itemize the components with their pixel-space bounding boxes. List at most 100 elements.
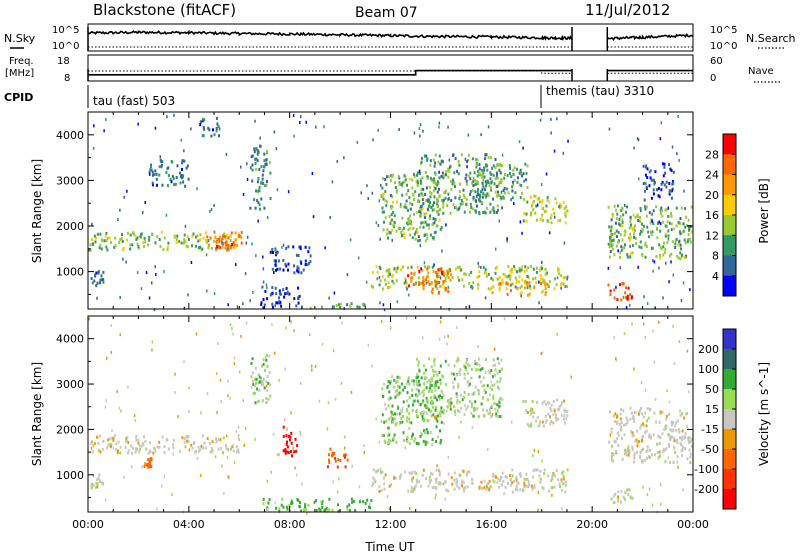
freq-line-0 [88,69,572,76]
velocity-scatter [134,419,136,423]
velocity-scatter [235,429,238,433]
power-cell [262,182,265,185]
velocity-cell [513,479,515,483]
velocity-cell [672,428,675,432]
power-cell [435,182,437,186]
power-cell [196,234,199,238]
power-cell [565,205,568,209]
velocity-scatter [118,406,121,410]
velocity-scatter [227,394,229,398]
velocity-scatter [299,430,301,434]
velocity-cell [564,483,567,487]
power-cell [485,206,488,210]
velocity-cell [647,454,650,458]
power-cell [483,271,486,275]
velocity-scatter [231,327,233,331]
velocity-cell [191,446,194,450]
power-cell [497,183,500,187]
power-cell [293,271,296,275]
velocity-cell [211,446,213,450]
power-colorbar-swatch [723,174,736,196]
velocity-cell [496,380,499,384]
velocity-cell [406,409,409,413]
power-cell [663,251,666,254]
power-cell [158,165,161,169]
velocity-cell [548,401,551,405]
velocity-cell [412,383,415,387]
power-cell [559,202,561,206]
power-scatter [122,257,124,261]
velocity-cell [231,445,234,449]
power-cell [251,168,254,172]
power-cell [669,167,672,171]
power-cell [411,178,414,182]
power-cell [532,208,535,212]
power-cell [401,181,404,185]
velocity-cell [463,391,466,394]
velocity-cell [378,490,381,493]
power-cell [450,273,452,277]
power-cell [217,124,220,128]
power-cell [386,175,388,179]
velocity-cell [528,483,531,487]
power-colorbar-tick-label: 20 [705,189,719,202]
power-cell [630,226,633,230]
velocity-cell [620,421,623,425]
power-cell [231,243,234,246]
velocity-scatter [120,409,122,413]
power-scatter [213,204,215,208]
power-cell [488,182,491,186]
power-colorbar-swatch [723,154,736,175]
power-cell [528,281,531,285]
velocity-cell [402,431,405,435]
velocity-cell [490,369,493,372]
velocity-colorbar-swatch [723,369,736,390]
power-cell [375,265,378,269]
power-scatter [408,293,410,297]
velocity-cell [486,409,488,413]
power-cell [395,189,398,192]
velocity-cell [331,454,334,458]
power-cell [667,215,670,218]
power-cell [525,178,527,182]
power-cell [453,171,456,175]
power-cell [349,304,352,308]
power-cell [422,221,425,225]
power-scatter [251,242,253,246]
velocity-cell [385,407,387,411]
power-cell [438,290,441,294]
power-cell [632,232,635,236]
velocity-cell [275,506,278,510]
power-cell [476,158,479,162]
velocity-cell [93,442,96,446]
power-cell [516,167,519,171]
power-cell [626,294,629,298]
power-cell [620,245,623,249]
power-cell [449,211,452,215]
velocity-cell [298,505,301,509]
velocity-cell [689,440,692,444]
power-cell [645,205,648,209]
power-cell [677,256,680,260]
power-cell [459,268,462,272]
power-cell [198,246,200,250]
power-colorbar-swatch [723,255,736,277]
power-cell [645,214,648,218]
velocity-cell [560,488,563,492]
power-cell [468,273,471,277]
power-cell [201,134,204,138]
power-cell [428,265,431,269]
power-cell [279,267,282,271]
velocity-cell [334,459,337,463]
power-cell [276,267,279,271]
power-cell [280,304,283,308]
velocity-scatter [111,429,113,433]
power-scatter [154,126,157,130]
power-cell [620,298,623,302]
power-cell [225,243,228,247]
velocity-cell [394,476,397,480]
power-cell [413,212,415,216]
velocity-cell [478,357,480,361]
power-cell [419,207,422,211]
power-cell [687,238,690,242]
